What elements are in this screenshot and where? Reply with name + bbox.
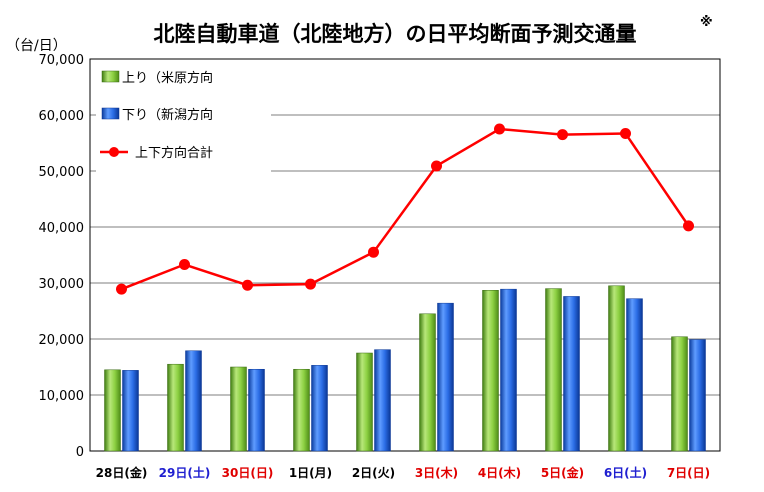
y-axis-unit-label: （台/日） [6,38,67,54]
bar-up [608,285,625,452]
total-point [368,246,379,258]
y-tick-label: 60,000 [39,109,85,124]
x-tick-label: 1日(月) [289,466,332,480]
y-tick-label: 50,000 [39,165,85,180]
bar-down [185,350,202,452]
legend-swatch-down [101,107,120,120]
bar-down [248,368,265,452]
x-tick-label: 7日(日) [667,466,710,480]
y-tick-label: 20,000 [39,333,85,348]
bar-up [293,368,310,452]
total-point [305,278,316,290]
legend-label-total: 上下方向合計 [135,145,213,161]
bar-up [419,313,436,452]
x-tick-label: 30日(日) [222,466,274,480]
legend-marker-total [109,147,119,157]
total-point [431,160,442,172]
bar-up [230,366,247,452]
bar-down [437,302,454,452]
bar-down [563,296,580,452]
bar-up [104,369,121,452]
x-tick-label: 5日(金) [541,465,584,480]
x-tick-label: 2日(火) [352,466,395,480]
y-tick-label: 10,000 [39,389,85,404]
bar-up [482,290,499,452]
total-point [557,129,568,141]
x-tick-label: 6日(土) [604,465,647,480]
bar-series [104,285,706,452]
bar-down [689,339,706,452]
y-tick-label: 30,000 [39,277,85,292]
title-note: ※ [700,15,713,30]
total-point [116,283,127,295]
total-point [179,259,190,271]
total-line [121,127,690,291]
x-tick-label: 28日(金) [96,465,148,480]
y-tick-label: 70,000 [39,53,85,68]
line-series [116,123,694,295]
total-point [494,123,505,135]
legend-label-down: 下り（新潟方向 [122,107,213,123]
y-tick-label: 40,000 [39,221,85,236]
chart-title: 北陸自動車道（北陸地方）の日平均断面予測交通量 [154,22,637,46]
x-tick-label: 3日(木) [415,465,458,480]
legend: 上り（米原方向 下り（新潟方向 上下方向合計 [100,70,213,161]
legend-label-up: 上り（米原方向 [122,70,213,86]
x-tick-label: 29日(土) [159,465,211,480]
y-tick-label: 0 [76,445,84,460]
bar-up [356,352,373,452]
bar-down [500,288,517,452]
bar-down [122,370,139,452]
bar-down [626,298,643,452]
bar-up [671,336,688,452]
bar-up [545,288,562,452]
total-point [683,220,694,232]
total-point [242,279,253,291]
y-axis-ticks: 0 10,000 20,000 30,000 40,000 50,000 60,000 70,… [39,53,85,460]
bar-down [374,349,391,452]
legend-box [96,64,271,174]
bar-down [311,365,328,452]
x-tick-label: 4日(木) [478,465,521,480]
total-point [620,127,631,139]
x-axis-ticks: 28日(金) 29日(土) 30日(日) 1日(月) 2日(火) 3日(木) 4日(木) 5日… [96,465,711,480]
legend-swatch-up [101,70,120,83]
bar-up [167,363,184,452]
